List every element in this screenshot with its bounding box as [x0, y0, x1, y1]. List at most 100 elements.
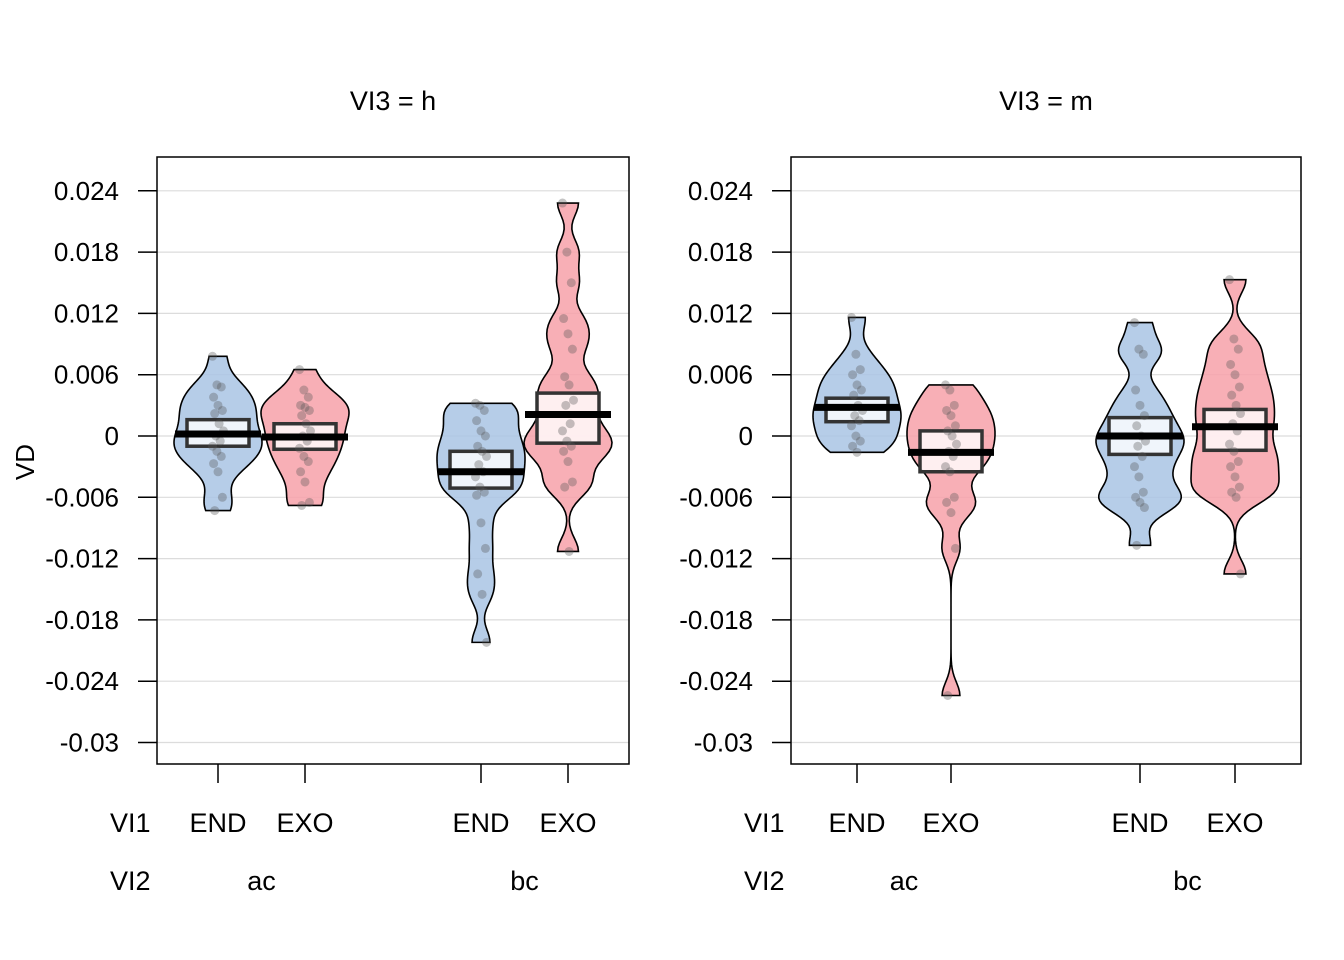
data-point	[942, 405, 952, 415]
data-point	[473, 441, 483, 451]
data-point	[852, 447, 862, 457]
y-tick-label: 0.012	[688, 298, 753, 328]
data-point	[562, 436, 572, 446]
group-end-ac: END	[812, 312, 902, 838]
group-end-bc: END	[436, 398, 526, 838]
vi2-label: bc	[510, 866, 539, 896]
vi1-label: EXO	[1206, 808, 1263, 838]
data-point	[473, 569, 483, 579]
data-point	[564, 380, 574, 390]
data-point	[847, 421, 856, 431]
data-point	[560, 372, 570, 382]
data-point	[1137, 451, 1147, 461]
data-point	[855, 436, 865, 446]
data-point	[563, 457, 573, 467]
panel-title: VI3 = m	[999, 86, 1093, 116]
y-tick-label: 0	[105, 421, 119, 451]
data-point	[479, 405, 489, 415]
y-tick-label: -0.03	[694, 728, 753, 758]
data-point	[1226, 462, 1236, 472]
data-point	[304, 497, 314, 507]
data-point	[559, 446, 569, 456]
group-exo-ac: EXO	[260, 365, 350, 838]
data-point	[300, 477, 310, 487]
vi2-label: bc	[1173, 866, 1202, 896]
data-point	[210, 409, 220, 419]
data-point	[1229, 334, 1239, 344]
data-point	[296, 467, 306, 477]
data-point	[1225, 439, 1234, 449]
data-point	[850, 411, 860, 421]
data-point	[949, 492, 959, 502]
y-tick-label: 0	[739, 421, 753, 451]
vi2-label: ac	[247, 866, 276, 896]
vi1-label: EXO	[539, 808, 596, 838]
data-point	[567, 477, 577, 487]
data-point	[1138, 487, 1148, 497]
data-point	[303, 457, 313, 467]
y-tick-label: -0.024	[45, 666, 119, 696]
data-point	[299, 451, 309, 461]
data-point	[209, 459, 219, 469]
group-exo-bc: EXO	[1190, 275, 1280, 838]
y-tick-label: -0.012	[45, 544, 119, 574]
data-point	[296, 400, 306, 410]
data-point	[482, 637, 491, 647]
data-point	[952, 439, 961, 449]
data-point	[477, 446, 487, 456]
data-point	[295, 443, 304, 453]
data-point	[476, 426, 486, 436]
vi2-row-label: VI2	[744, 866, 785, 896]
data-point	[950, 421, 960, 431]
data-point	[216, 451, 226, 461]
group-exo-bc: EXO	[523, 198, 613, 838]
data-point	[215, 436, 225, 446]
y-tick-label: 0.024	[54, 176, 119, 206]
data-point	[561, 400, 571, 410]
vi1-label: EXO	[922, 808, 979, 838]
data-point	[564, 546, 574, 556]
data-point	[1130, 318, 1139, 328]
data-point	[855, 365, 865, 375]
y-tick-label: -0.012	[679, 544, 753, 574]
data-point	[1233, 457, 1243, 467]
data-point	[471, 398, 480, 408]
data-point	[558, 198, 567, 208]
data-point	[213, 467, 223, 477]
y-tick-label: 0.012	[54, 298, 119, 328]
data-point	[297, 411, 307, 421]
data-point	[565, 419, 575, 429]
data-point	[214, 419, 224, 429]
data-point	[474, 460, 484, 470]
data-point	[941, 380, 950, 390]
data-point	[208, 351, 217, 361]
data-point	[946, 508, 956, 518]
data-point	[1135, 400, 1145, 410]
data-point	[1225, 275, 1234, 285]
group-end-ac: END	[173, 351, 263, 838]
y-tick-label: -0.006	[679, 482, 753, 512]
data-point	[945, 467, 955, 477]
vi2-row-label: VI2	[110, 866, 151, 896]
data-point	[1139, 411, 1149, 421]
panel-title: VI3 = h	[350, 86, 436, 116]
data-point	[217, 492, 227, 502]
data-point	[941, 462, 950, 472]
data-point	[562, 247, 572, 257]
data-point	[479, 487, 489, 497]
data-point	[567, 344, 577, 354]
data-point	[1130, 462, 1139, 472]
data-point	[303, 392, 313, 402]
data-point	[1139, 503, 1149, 513]
vi2-label: ac	[890, 866, 919, 896]
data-point	[1236, 409, 1245, 419]
y-tick-label: -0.024	[679, 666, 753, 696]
data-point	[217, 405, 227, 415]
data-point	[1132, 540, 1142, 550]
data-point	[1230, 370, 1240, 380]
data-point	[482, 451, 491, 461]
data-point	[306, 426, 315, 436]
data-point	[476, 518, 486, 528]
data-point	[943, 691, 953, 701]
data-point	[208, 441, 217, 451]
